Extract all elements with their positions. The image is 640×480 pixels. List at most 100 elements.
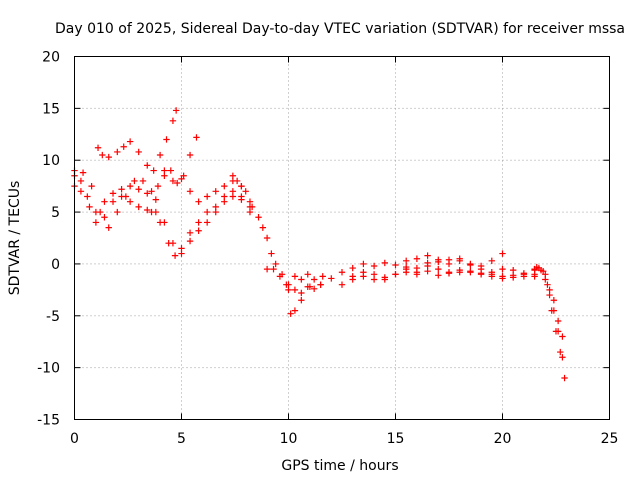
- data-point: [118, 186, 125, 193]
- data-point: [94, 144, 102, 151]
- data-point: [238, 196, 245, 203]
- series-track-c: [71, 172, 254, 226]
- series-track-n: [535, 264, 566, 340]
- data-point: [131, 177, 138, 185]
- data-point: [221, 182, 228, 190]
- data-point: [310, 285, 318, 293]
- data-point: [477, 262, 485, 270]
- data-point: [317, 281, 324, 288]
- data-point: [144, 206, 151, 214]
- data-point: [276, 273, 284, 280]
- data-point: [456, 257, 463, 265]
- data-point: [118, 193, 125, 200]
- data-point: [101, 198, 108, 205]
- data-point: [510, 272, 517, 279]
- data-point: [499, 273, 506, 280]
- data-point: [242, 188, 249, 195]
- data-point: [88, 182, 95, 190]
- data-point: [338, 281, 346, 288]
- data-point: [559, 354, 566, 361]
- y-tick-label: 10: [42, 153, 60, 169]
- x-tick-label: 20: [494, 431, 512, 447]
- data-point: [203, 208, 211, 216]
- data-point: [139, 177, 147, 185]
- data-point: [381, 274, 388, 281]
- x-tick-label: 0: [70, 431, 79, 447]
- data-point: [360, 273, 367, 280]
- data-point: [167, 167, 174, 174]
- y-tick-label: -10: [37, 361, 60, 377]
- x-tick-label: 10: [280, 431, 298, 447]
- data-point: [349, 264, 356, 272]
- data-point: [79, 169, 87, 176]
- y-axis-tick-labels: -15 -10 -5 0 5 10 15 20: [37, 50, 60, 429]
- data-point: [270, 265, 277, 273]
- data-point: [126, 138, 134, 145]
- data-point: [246, 208, 254, 216]
- data-point: [152, 196, 160, 203]
- data-point: [126, 198, 134, 205]
- data-point: [456, 269, 463, 276]
- data-point: [370, 276, 378, 283]
- y-tick-label: -5: [46, 309, 60, 325]
- data-point: [203, 193, 211, 200]
- data-point: [467, 267, 474, 275]
- data-point: [435, 272, 442, 279]
- data-point: [180, 172, 187, 179]
- data-point: [550, 297, 558, 304]
- data-point: [445, 270, 453, 277]
- data-point: [259, 224, 267, 231]
- data-point: [212, 188, 219, 195]
- series-track-a: [71, 172, 254, 257]
- data-point: [163, 136, 170, 143]
- data-point: [520, 273, 528, 280]
- grid: [74, 56, 610, 420]
- data-point: [174, 179, 181, 187]
- data-point: [114, 208, 121, 216]
- data-point: [413, 271, 421, 278]
- data-point: [109, 198, 117, 205]
- data-point: [298, 297, 305, 304]
- data-point: [499, 250, 506, 257]
- data-point: [381, 259, 388, 267]
- y-tick-label: 5: [51, 205, 60, 221]
- data-point: [561, 374, 568, 382]
- data-point: [195, 198, 202, 205]
- data-point: [557, 348, 564, 356]
- data-point: [156, 219, 164, 226]
- data-point: [144, 190, 151, 197]
- x-tick-label: 25: [601, 431, 619, 447]
- data-point: [424, 267, 431, 275]
- x-tick-label: 15: [387, 431, 405, 447]
- series-track-e: [148, 134, 200, 216]
- series-track-l: [531, 265, 566, 361]
- data-point: [255, 214, 262, 221]
- data-point: [291, 307, 299, 314]
- data-point: [268, 250, 275, 257]
- data-point: [403, 257, 410, 265]
- y-tick-label: 0: [51, 257, 60, 273]
- data-point: [424, 252, 431, 259]
- series-track-d: [94, 107, 180, 174]
- data-point: [172, 107, 180, 114]
- data-point: [291, 286, 299, 294]
- data-point: [84, 193, 91, 200]
- data-point: [195, 219, 202, 226]
- series-track-f: [229, 172, 335, 294]
- data-point: [424, 259, 431, 267]
- data-point: [171, 252, 179, 259]
- x-axis-tick-labels: 0 5 10 15 20 25: [70, 431, 618, 447]
- data-point: [535, 264, 543, 272]
- series-track-k: [403, 250, 506, 270]
- data-point: [148, 208, 155, 216]
- data-point: [135, 148, 142, 156]
- data-point: [283, 281, 290, 288]
- data-point: [109, 190, 117, 197]
- data-point: [150, 167, 157, 174]
- data-point: [298, 289, 305, 297]
- data-point: [263, 265, 271, 273]
- data-point: [169, 177, 177, 185]
- x-tick-label: 5: [177, 431, 186, 447]
- data-point: [186, 151, 194, 159]
